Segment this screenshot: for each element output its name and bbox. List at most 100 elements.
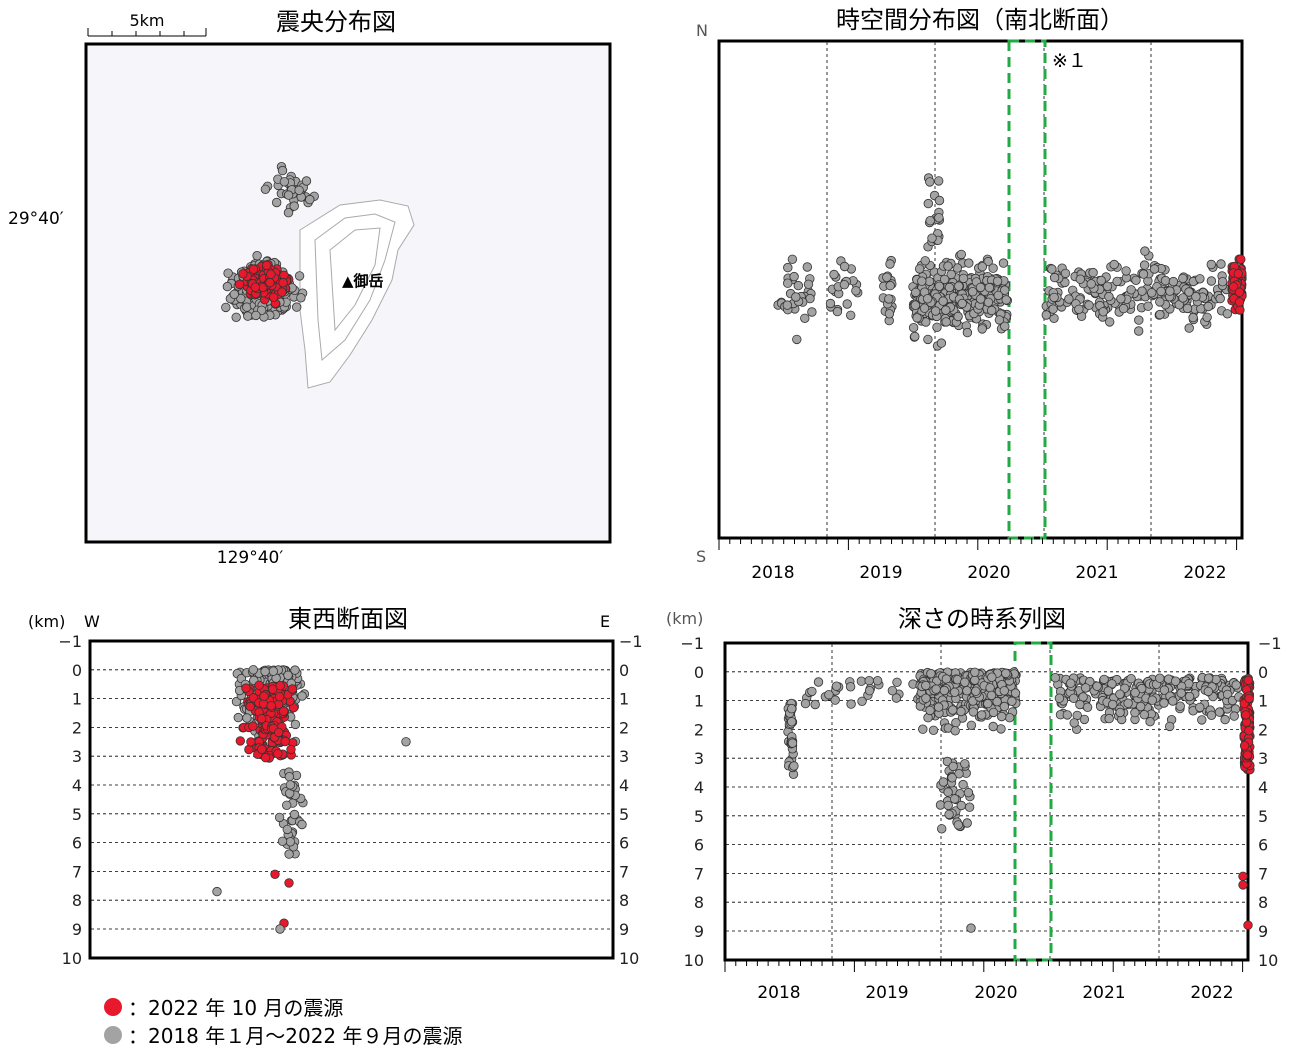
ew-dot-current: [258, 699, 269, 709]
ns-dot-past: [927, 233, 937, 243]
ns-dot-past: [839, 280, 850, 290]
ns-dot-past: [1000, 285, 1010, 295]
ns-dot-past: [977, 262, 988, 272]
depth-dot-past: [1010, 688, 1021, 698]
depth-dot-past: [971, 686, 981, 696]
depth-dot-past: [1222, 689, 1233, 700]
depth-dot-past: [1107, 699, 1118, 710]
ns-dot-past: [923, 198, 934, 209]
depth-dot-past: [925, 705, 935, 716]
depth-dot-past: [953, 820, 964, 830]
depth-dot-past: [1214, 707, 1225, 717]
depth-dot-past: [1195, 702, 1205, 713]
depth-dot-past: [983, 698, 993, 709]
ns-dot-past: [923, 334, 933, 345]
ns-dot-past: [983, 297, 994, 308]
depth-tick-label-left: 8: [694, 893, 704, 912]
map-dot-past: [283, 207, 294, 218]
depth-dot-past: [999, 701, 1010, 712]
ns-dot-past: [884, 309, 895, 319]
ns-dot-past: [994, 315, 1005, 325]
map-dot-current: [266, 269, 276, 279]
ns-dot-past: [1202, 312, 1212, 323]
ns-dot-past: [917, 276, 927, 286]
ns-dot-past: [934, 195, 945, 206]
depth-dot-past: [1099, 674, 1109, 685]
depth-dot-current: [1243, 920, 1253, 930]
depth-tick-label-left: 10: [684, 951, 704, 970]
depth-dot-past: [1079, 714, 1090, 725]
ns-dot-past: [1138, 269, 1149, 279]
ns-dot-past: [1049, 272, 1060, 283]
ns-dot-past: [958, 273, 969, 284]
ns-dot-past: [884, 294, 894, 304]
depth-dot-past: [988, 707, 999, 718]
ns-dot-past: [976, 294, 986, 304]
depth-dot-past: [935, 800, 946, 810]
ew-dot-current: [260, 753, 271, 763]
legend-red-dot: [104, 997, 122, 1016]
ew-dot-past: [289, 809, 300, 820]
ns-dot-past: [1104, 291, 1114, 302]
ns-dot-past: [1215, 293, 1225, 304]
map-dot-past: [272, 197, 282, 208]
legend-past: ：2018 年１月～2022 年９月の震源: [104, 1020, 463, 1049]
depth-year-2021: 2021: [1082, 983, 1125, 1003]
depth-dot-past: [1175, 701, 1185, 711]
depth-tick-label-right: 0: [619, 661, 629, 680]
ns-dot-past: [1203, 301, 1214, 312]
ns-dot-past: [885, 280, 895, 291]
ns-dot-past: [1001, 295, 1011, 305]
ns-dot-past: [1075, 274, 1086, 284]
ns-dot-past: [1182, 303, 1193, 314]
ns-dot-past: [941, 305, 951, 315]
depth-dot-past: [1229, 711, 1239, 721]
depth-dot-past: [1130, 688, 1140, 698]
ns-dot-past: [934, 176, 944, 186]
depth-dot-past: [960, 677, 970, 688]
depth-dot-past: [1115, 707, 1125, 718]
depth-dot-past: [938, 777, 949, 787]
ns-dot-past: [911, 287, 921, 298]
ew-dot-past: [290, 665, 300, 675]
ew-dot-past: [282, 800, 292, 811]
depth-dot-past: [966, 720, 977, 731]
depth-dot-past: [787, 704, 797, 714]
depth-dot-past: [950, 726, 960, 736]
depth-tick-label-right: 4: [1258, 778, 1268, 797]
depth-dot-past: [1159, 698, 1169, 708]
depth-dot-past: [947, 773, 957, 783]
ew-dot-past: [242, 713, 252, 723]
depth-tick-label-right: −1: [619, 632, 643, 651]
depth-month-ticks: [724, 960, 1244, 972]
depth-dot-past: [1007, 696, 1017, 707]
depth-dot-past: [1135, 701, 1146, 712]
ns-dot-past: [1195, 274, 1205, 284]
depth-tick-label-left: 4: [694, 778, 704, 797]
depth-dot-past: [921, 693, 931, 704]
ew-panel: 東西断面図 (km) W E −1 0 1 2 3 4 5 6 7 8 9 10 −1 0 1 2 3 4 5 6 7…: [28, 605, 643, 968]
depth-dot-past: [926, 668, 936, 679]
ns-dot-past: [1104, 317, 1115, 327]
depth-dot-past: [1147, 695, 1158, 705]
depth-dot-past: [963, 787, 974, 798]
ew-dot-current: [254, 680, 264, 691]
depth-tick-label-left: 0: [694, 663, 704, 682]
depth-dot-past: [1136, 683, 1147, 694]
depth-dot-past: [956, 800, 967, 811]
ns-dot-past: [1116, 294, 1126, 304]
ns-dot-past: [793, 280, 804, 291]
depth-dot-past: [988, 721, 998, 732]
depth-year-2022: 2022: [1190, 983, 1233, 1003]
ns-dot-past: [987, 305, 997, 316]
ns-dot-past: [910, 331, 920, 342]
ns-dot-past: [1048, 304, 1058, 314]
depth-dot-past: [1103, 686, 1114, 696]
map-dot-current: [268, 292, 279, 303]
ew-dot-current: [266, 701, 276, 711]
depth-right-ticks: −1 0 1 2 3 4 5 6 7 8 9 10: [1258, 634, 1282, 970]
depth-unit-label: (km): [666, 609, 703, 628]
depth-tick-label-left: 9: [694, 922, 704, 941]
depth-tick-label-right: 3: [1258, 749, 1268, 768]
